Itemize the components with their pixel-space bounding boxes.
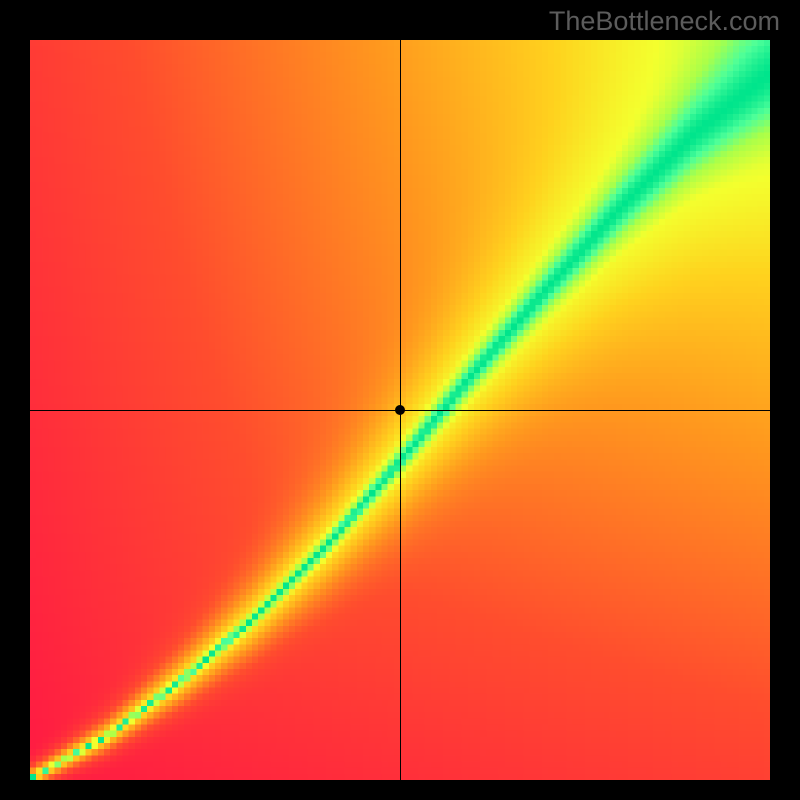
crosshair-marker[interactable] — [395, 405, 405, 415]
watermark-text: TheBottleneck.com — [549, 6, 780, 37]
chart-stage: TheBottleneck.com — [0, 0, 800, 800]
